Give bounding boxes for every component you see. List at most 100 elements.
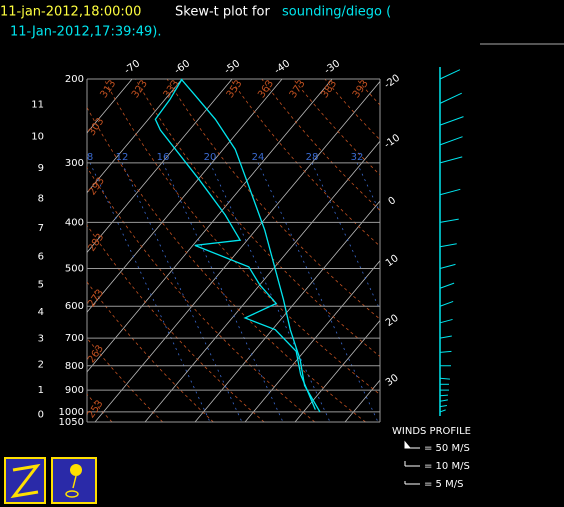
pressure-label: 800 bbox=[65, 361, 84, 372]
height-label: 2 bbox=[38, 359, 44, 370]
wind-barb bbox=[439, 136, 463, 146]
wind-barb bbox=[439, 399, 448, 402]
isotherm bbox=[294, 319, 380, 422]
potential-temperature-label: 373 bbox=[288, 78, 308, 100]
wind-legend-label: = 5 M/S bbox=[424, 479, 463, 490]
potential-temperature-label: 323 bbox=[130, 78, 150, 100]
observation-time: 11-jan-2012,18:00:00 bbox=[0, 5, 141, 20]
potential-temperature-label: 293 bbox=[87, 176, 107, 198]
dry-adiabat bbox=[87, 106, 366, 422]
potential-temperature-label: 253 bbox=[86, 398, 106, 420]
wind-barb bbox=[439, 156, 463, 164]
temperature-label: -50 bbox=[223, 58, 243, 76]
dry-adiabat bbox=[103, 79, 380, 395]
height-label: 4 bbox=[38, 307, 44, 318]
dry-adiabat bbox=[293, 79, 380, 176]
launch-time: 11-Jan-2012,17:39:49). bbox=[10, 25, 162, 40]
wind-barb bbox=[439, 218, 459, 223]
height-label: 1 bbox=[38, 385, 44, 396]
temperature-label: 20 bbox=[384, 313, 401, 329]
wind-legend-label: = 10 M/S bbox=[424, 461, 470, 472]
potential-temperature-label: 393 bbox=[351, 78, 371, 100]
isotherm bbox=[194, 200, 380, 422]
mixing-ratio-label: 20 bbox=[204, 152, 217, 163]
wind-barb bbox=[439, 188, 461, 196]
wind-barb bbox=[439, 243, 457, 248]
height-label: 9 bbox=[38, 163, 44, 174]
dry-adiabat bbox=[166, 79, 380, 320]
mixing-ratio-line bbox=[121, 162, 243, 422]
height-label: 11 bbox=[31, 100, 44, 111]
mixing-ratio-label: 32 bbox=[351, 152, 364, 163]
potential-temperature-label: 383 bbox=[319, 78, 339, 100]
height-label: 3 bbox=[38, 333, 44, 344]
isotherm bbox=[87, 79, 333, 373]
temperature-label: 0 bbox=[387, 195, 399, 208]
dry-adiabat bbox=[87, 281, 214, 422]
potential-temperature-label: 303 bbox=[86, 116, 106, 138]
mixing-ratio-label: 28 bbox=[306, 152, 319, 163]
height-label: 5 bbox=[38, 280, 44, 291]
pressure-label: 400 bbox=[65, 217, 84, 228]
temperature-label: -40 bbox=[273, 58, 293, 76]
isotherm bbox=[87, 79, 183, 194]
balloon-icon[interactable] bbox=[51, 457, 97, 504]
dry-adiabat bbox=[324, 79, 380, 141]
dry-adiabat bbox=[229, 79, 380, 247]
height-label: 0 bbox=[38, 410, 44, 421]
logo-icon bbox=[4, 457, 46, 504]
wind-barb bbox=[439, 300, 454, 307]
pressure-label: 1050 bbox=[59, 417, 84, 428]
pressure-label: 900 bbox=[65, 385, 84, 396]
wind-barb bbox=[439, 69, 461, 80]
mixing-ratio-label: 12 bbox=[116, 152, 129, 163]
isotherm bbox=[244, 260, 380, 422]
dry-adiabat bbox=[87, 224, 265, 422]
wind-barb bbox=[439, 92, 462, 104]
isotherm bbox=[87, 79, 233, 253]
mixing-ratio-label: 16 bbox=[157, 152, 170, 163]
wind-barb bbox=[439, 394, 449, 397]
temperature-label: -10 bbox=[382, 132, 402, 150]
pressure-label: 200 bbox=[65, 74, 84, 85]
height-label: 10 bbox=[31, 132, 44, 143]
temperature-label: 30 bbox=[384, 372, 401, 388]
temperature-label: 10 bbox=[384, 253, 401, 269]
wind-profile: WINDS PROFILE = 50 M/S = 10 M/S = 5 M/S bbox=[392, 67, 471, 490]
isotherm bbox=[144, 140, 380, 422]
mixing-ratio-line bbox=[356, 162, 380, 214]
wind-barb bbox=[439, 282, 455, 289]
wind-barb bbox=[439, 263, 456, 270]
mixing-ratio-label: 8 bbox=[87, 152, 93, 163]
wind-legend-label: = 50 M/S bbox=[424, 443, 470, 454]
mixing-ratio-label: 24 bbox=[252, 152, 265, 163]
temperature-trace bbox=[180, 78, 321, 413]
isotherm bbox=[344, 379, 380, 422]
temperature-label: -30 bbox=[323, 58, 343, 76]
wind-legend-symbols bbox=[404, 440, 420, 485]
wind-barb bbox=[439, 116, 464, 126]
temperature-label: -60 bbox=[173, 58, 193, 76]
sounding-source: sounding/diego ( bbox=[282, 5, 391, 20]
isotherm bbox=[87, 79, 133, 134]
pressure-label: 1000 bbox=[59, 407, 84, 418]
wind-barb bbox=[439, 404, 447, 408]
wind-barb bbox=[439, 377, 451, 380]
pressure-label: 600 bbox=[65, 301, 84, 312]
potential-temperature-label: 313 bbox=[98, 78, 118, 100]
dry-adiabat bbox=[261, 79, 380, 211]
mixing-ratio-line bbox=[89, 162, 211, 422]
dry-adiabat bbox=[87, 166, 316, 422]
isotherm bbox=[87, 79, 283, 313]
pressure-label: 300 bbox=[65, 158, 84, 169]
mixing-ratio-line bbox=[311, 162, 380, 311]
temperature-label: -70 bbox=[123, 58, 143, 76]
mixing-ratio-line bbox=[162, 162, 284, 422]
dewpoint-trace bbox=[154, 78, 316, 410]
pressure-label: 500 bbox=[65, 264, 84, 275]
dry-adiabat bbox=[356, 79, 380, 106]
clipped-lines bbox=[87, 79, 380, 422]
height-label: 7 bbox=[38, 223, 44, 234]
potential-temperature-label: 263 bbox=[86, 343, 106, 365]
